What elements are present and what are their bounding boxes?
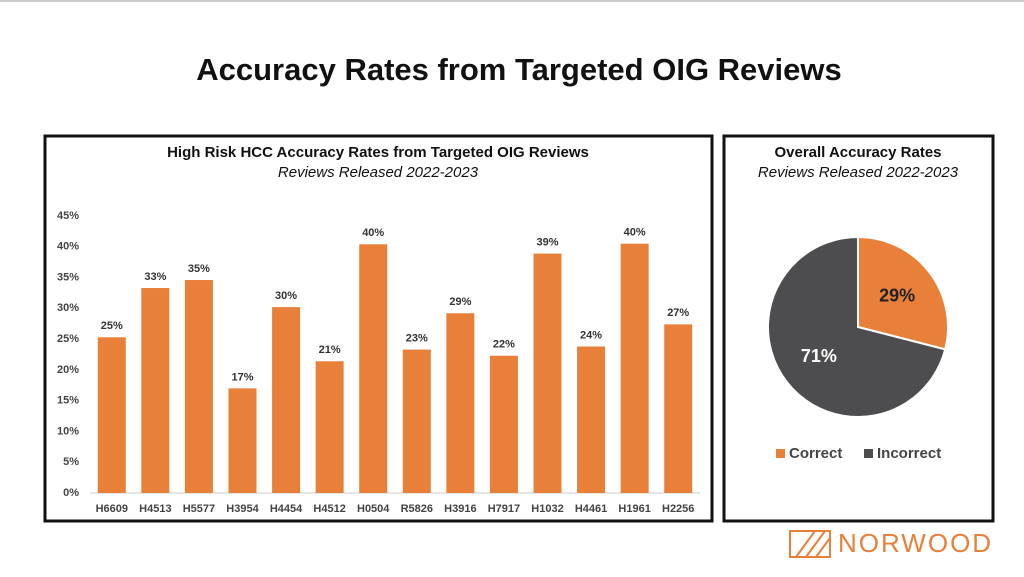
value-label: 22%	[493, 339, 515, 351]
bar	[489, 355, 518, 493]
bar	[620, 243, 649, 493]
bar	[446, 313, 475, 493]
value-label: 33%	[144, 271, 166, 283]
bar	[97, 337, 126, 493]
value-label: 25%	[101, 320, 123, 332]
logo-text: NORWOOD	[838, 528, 993, 558]
y-tick-label: 5%	[63, 456, 79, 468]
bar	[184, 280, 213, 493]
legend-swatch	[776, 449, 785, 458]
bar	[228, 388, 257, 493]
value-label: 24%	[580, 329, 602, 341]
y-tick-label: 20%	[57, 364, 79, 376]
y-tick-label: 15%	[57, 395, 79, 407]
x-tick-label: H4513	[139, 503, 171, 515]
bar	[577, 346, 606, 493]
value-label: 35%	[188, 263, 210, 275]
slice-label: 71%	[801, 346, 837, 366]
x-tick-label: H4454	[270, 503, 303, 515]
logo-icon	[789, 530, 831, 558]
bar	[402, 349, 431, 493]
pie-slice	[767, 235, 947, 418]
chart-subtitle: Reviews Released 2022-2023	[278, 164, 479, 181]
slice-label: 29%	[879, 285, 915, 305]
y-tick-label: 40%	[57, 241, 79, 253]
legend-label: Incorrect	[877, 445, 941, 462]
x-tick-label: H3916	[444, 503, 476, 515]
value-label: 39%	[536, 236, 558, 248]
x-tick-label: H1032	[531, 503, 563, 515]
value-label: 23%	[406, 332, 428, 344]
y-tick-label: 0%	[63, 487, 79, 499]
x-tick-label: R5826	[401, 503, 433, 515]
value-label: 40%	[362, 227, 384, 239]
y-tick-label: 35%	[57, 271, 79, 283]
bar	[315, 361, 344, 493]
bar-panel	[43, 134, 714, 523]
chart-title: Overall Accuracy Rates	[774, 144, 941, 161]
bar	[533, 253, 562, 493]
x-tick-label: H0504	[357, 503, 390, 515]
x-tick-label: H4461	[575, 503, 607, 515]
x-tick-label: H1961	[618, 503, 650, 515]
y-tick-label: 30%	[57, 302, 79, 314]
slide-title: Accuracy Rates from Targeted OIG Reviews	[196, 52, 842, 87]
pie-panel	[722, 134, 995, 523]
y-tick-label: 25%	[57, 333, 79, 345]
x-tick-label: H2256	[662, 503, 694, 515]
value-label: 40%	[624, 227, 646, 239]
y-tick-label: 45%	[57, 210, 79, 222]
value-label: 17%	[231, 371, 253, 383]
value-label: 21%	[319, 344, 341, 356]
chart-title: High Risk HCC Accuracy Rates from Target…	[167, 144, 589, 161]
bar	[141, 288, 170, 493]
y-tick-label: 10%	[57, 425, 79, 437]
bar	[664, 324, 693, 493]
bar	[272, 307, 301, 493]
x-tick-label: H6609	[96, 503, 128, 515]
x-tick-label: H4512	[313, 503, 345, 515]
value-label: 30%	[275, 290, 297, 302]
pie-slice	[857, 235, 949, 351]
x-tick-label: H5577	[183, 503, 215, 515]
chart-subtitle: Reviews Released 2022-2023	[758, 164, 959, 181]
value-label: 29%	[449, 296, 471, 308]
legend-label: Correct	[789, 445, 842, 462]
x-tick-label: H3954	[226, 503, 259, 515]
bar	[359, 244, 388, 493]
value-label: 27%	[667, 307, 689, 319]
x-tick-label: H7917	[488, 503, 520, 515]
legend-swatch	[864, 449, 873, 458]
